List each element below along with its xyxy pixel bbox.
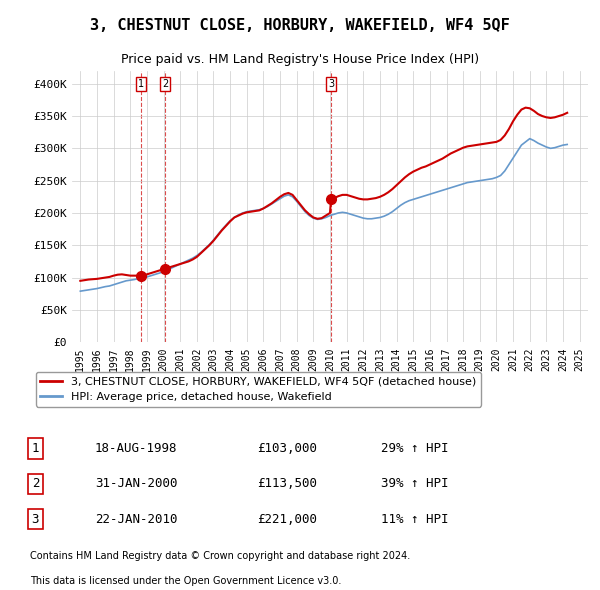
- Text: £221,000: £221,000: [257, 513, 317, 526]
- Text: 1: 1: [32, 442, 39, 455]
- Text: 2: 2: [32, 477, 39, 490]
- Text: 22-JAN-2010: 22-JAN-2010: [95, 513, 178, 526]
- Text: £113,500: £113,500: [257, 477, 317, 490]
- Text: 29% ↑ HPI: 29% ↑ HPI: [381, 442, 449, 455]
- Text: 3, CHESTNUT CLOSE, HORBURY, WAKEFIELD, WF4 5QF: 3, CHESTNUT CLOSE, HORBURY, WAKEFIELD, W…: [90, 18, 510, 32]
- Text: 1: 1: [137, 79, 144, 89]
- Text: £103,000: £103,000: [257, 442, 317, 455]
- Text: Contains HM Land Registry data © Crown copyright and database right 2024.: Contains HM Land Registry data © Crown c…: [30, 551, 410, 561]
- Text: 3: 3: [328, 79, 334, 89]
- Text: 2: 2: [162, 79, 168, 89]
- Text: This data is licensed under the Open Government Licence v3.0.: This data is licensed under the Open Gov…: [30, 576, 341, 586]
- Text: 18-AUG-1998: 18-AUG-1998: [95, 442, 178, 455]
- Text: 31-JAN-2000: 31-JAN-2000: [95, 477, 178, 490]
- Text: 11% ↑ HPI: 11% ↑ HPI: [381, 513, 449, 526]
- Text: Price paid vs. HM Land Registry's House Price Index (HPI): Price paid vs. HM Land Registry's House …: [121, 53, 479, 66]
- Text: 3: 3: [32, 513, 39, 526]
- Legend: 3, CHESTNUT CLOSE, HORBURY, WAKEFIELD, WF4 5QF (detached house), HPI: Average pr: 3, CHESTNUT CLOSE, HORBURY, WAKEFIELD, W…: [35, 372, 481, 407]
- Text: 39% ↑ HPI: 39% ↑ HPI: [381, 477, 449, 490]
